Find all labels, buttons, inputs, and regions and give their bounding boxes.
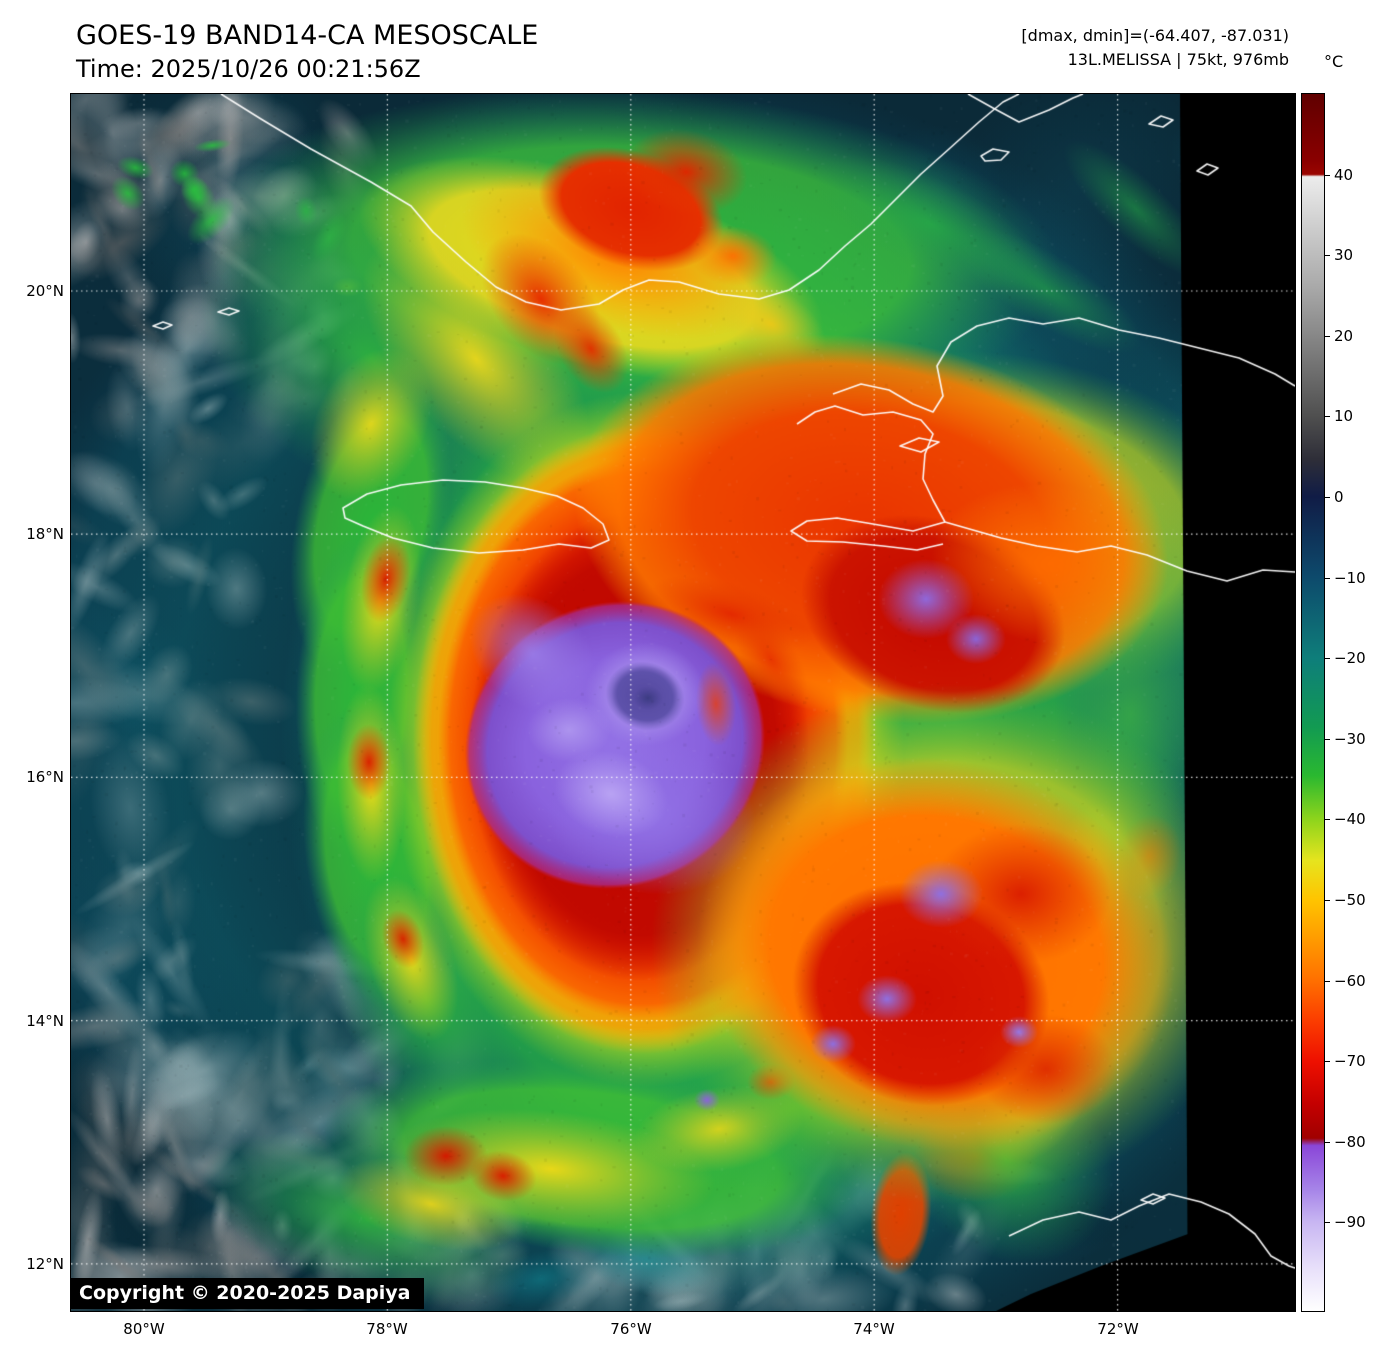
- lat-tick-label: 18°N: [26, 525, 64, 543]
- lat-tick-label: 16°N: [26, 768, 64, 786]
- colorbar-tick-label: −40: [1334, 810, 1366, 828]
- colorbar: [1301, 93, 1325, 1312]
- colorbar-tickmark: [1325, 739, 1330, 740]
- colorbar-tickmark: [1325, 175, 1330, 176]
- colorbar-tick-label: 40: [1334, 166, 1354, 184]
- colorbar-tick-label: 20: [1334, 327, 1354, 345]
- colorbar-tickmark: [1325, 336, 1330, 337]
- lat-tick-label: 14°N: [26, 1012, 64, 1030]
- colorbar-unit-label: °C: [1324, 52, 1344, 71]
- lon-tick-label: 78°W: [366, 1320, 408, 1338]
- copyright-label: Copyright © 2020-2025 Dapiya: [71, 1278, 425, 1309]
- colorbar-tickmark: [1325, 1061, 1330, 1062]
- colorbar-tickmark: [1325, 981, 1330, 982]
- colorbar-tick-label: −10: [1334, 569, 1366, 587]
- colorbar-tickmark: [1325, 658, 1330, 659]
- dmax-dmin-readout: [dmax, dmin]=(-64.407, -87.031): [1021, 26, 1289, 45]
- lat-tick-label: 20°N: [26, 282, 64, 300]
- colorbar-tick-label: −90: [1334, 1213, 1366, 1231]
- map-frame: Copyright © 2020-2025 Dapiya: [70, 93, 1296, 1312]
- satellite-image-canvas: [71, 94, 1295, 1311]
- lon-tick-label: 72°W: [1097, 1320, 1139, 1338]
- storm-info-readout: 13L.MELISSA | 75kt, 976mb: [1067, 50, 1289, 69]
- colorbar-tickmark: [1325, 1142, 1330, 1143]
- lon-tick-label: 80°W: [123, 1320, 165, 1338]
- colorbar-tickmark: [1325, 578, 1330, 579]
- colorbar-tickmark: [1325, 497, 1330, 498]
- colorbar-tick-label: −60: [1334, 972, 1366, 990]
- colorbar-tick-label: 10: [1334, 407, 1354, 425]
- colorbar-tick-label: −20: [1334, 649, 1366, 667]
- colorbar-tick-label: −70: [1334, 1052, 1366, 1070]
- colorbar-tickmark: [1325, 900, 1330, 901]
- colorbar-tick-label: −50: [1334, 891, 1366, 909]
- figure-title: GOES-19 BAND14-CA MESOSCALE: [76, 20, 539, 51]
- lon-tick-label: 74°W: [853, 1320, 895, 1338]
- figure-timestamp: Time: 2025/10/26 00:21:56Z: [76, 55, 421, 83]
- lon-tick-label: 76°W: [610, 1320, 652, 1338]
- colorbar-tick-label: 0: [1334, 488, 1344, 506]
- colorbar-tickmark: [1325, 1222, 1330, 1223]
- lat-tick-label: 12°N: [26, 1255, 64, 1273]
- colorbar-tick-label: −30: [1334, 730, 1366, 748]
- colorbar-tick-label: 30: [1334, 246, 1354, 264]
- colorbar-tickmark: [1325, 255, 1330, 256]
- colorbar-tickmark: [1325, 416, 1330, 417]
- colorbar-tickmark: [1325, 819, 1330, 820]
- colorbar-tick-label: −80: [1334, 1133, 1366, 1151]
